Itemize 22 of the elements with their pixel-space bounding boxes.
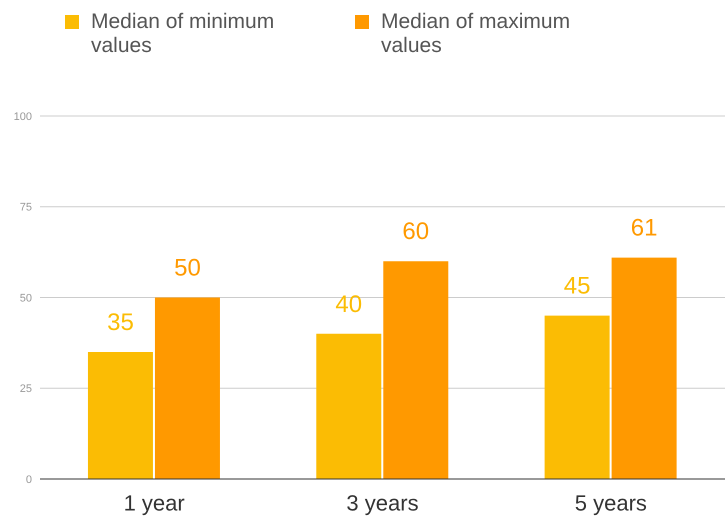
y-tick-label: 0 <box>26 474 32 486</box>
data-label: 40 <box>335 290 362 318</box>
data-label: 50 <box>174 254 201 282</box>
data-label: 60 <box>402 218 430 246</box>
bar <box>316 334 382 479</box>
bar <box>612 258 677 479</box>
data-label: 61 <box>630 214 658 242</box>
bar <box>88 352 153 479</box>
y-tick-label: 25 <box>20 383 32 396</box>
data-label: 35 <box>107 308 134 336</box>
bar <box>544 316 610 479</box>
legend-label: Median of maximum values <box>381 10 572 58</box>
data-label: 45 <box>564 272 590 300</box>
x-tick-label: 1 year <box>124 490 185 516</box>
bar <box>383 261 448 479</box>
legend-label: Median of minimum values <box>91 10 276 58</box>
x-tick-label: 3 years <box>346 490 419 516</box>
x-tick-label: 5 years <box>574 490 647 516</box>
y-tick-label: 75 <box>20 202 32 214</box>
bar <box>154 298 220 479</box>
y-tick-label: 100 <box>14 110 32 123</box>
y-tick-label: 50 <box>20 292 32 304</box>
